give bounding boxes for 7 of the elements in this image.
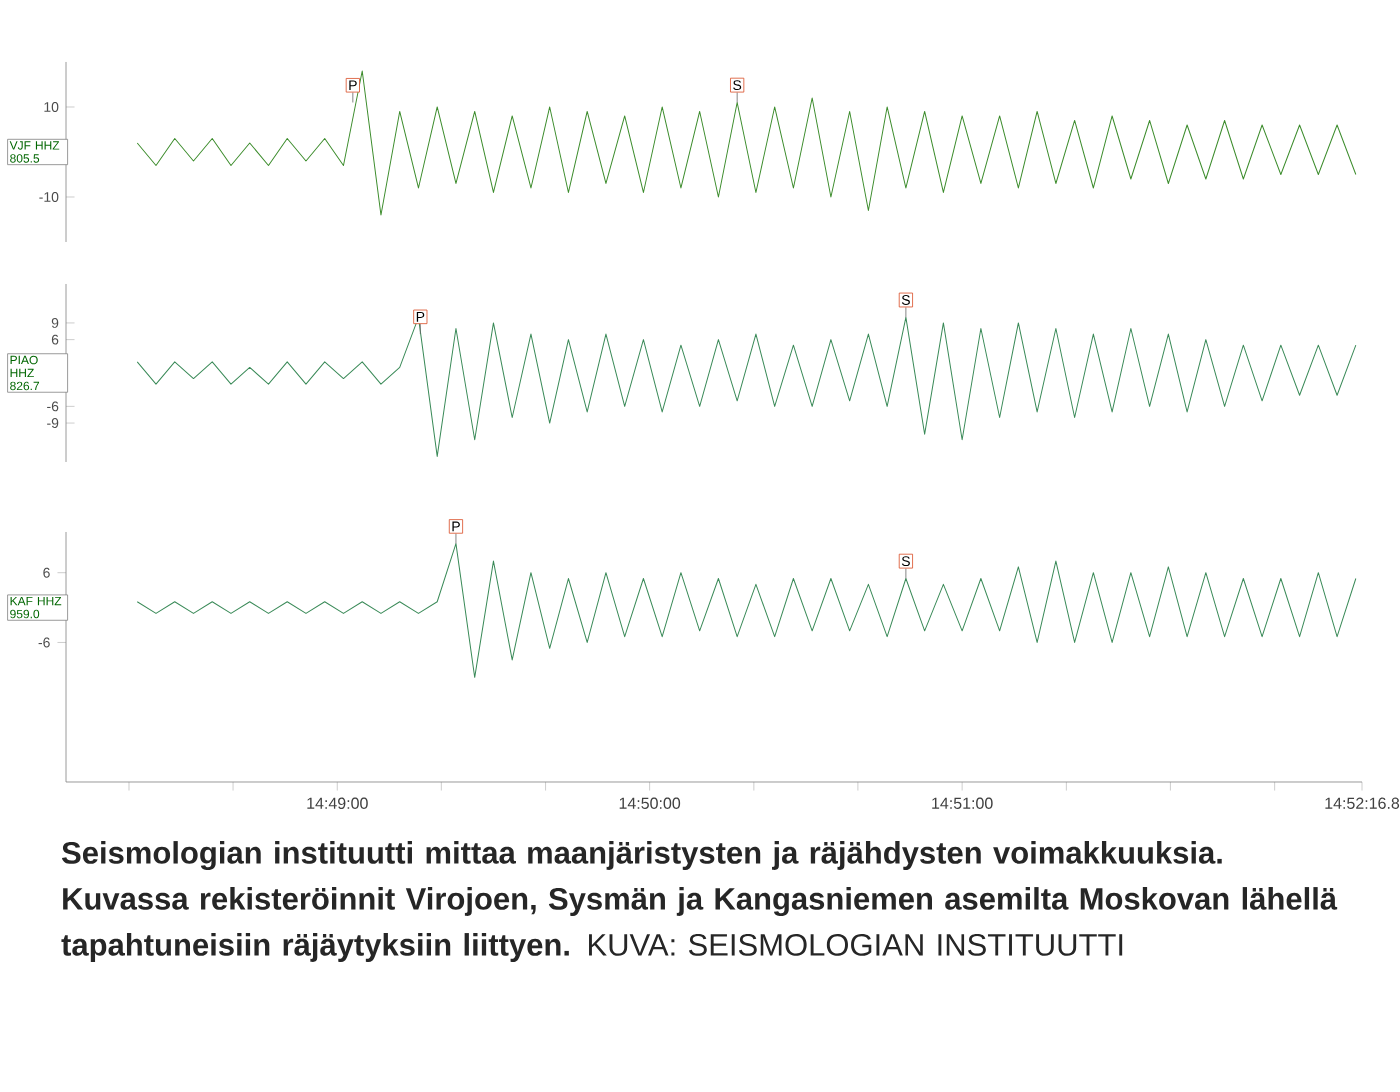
text: Seismologian instituutti mittaa maanjäristysten ja räjähdysten voimakkuuksia. Kuvassa rekisteröinnit Virojoen, Sysmän ja Kangasniemen asemilta Moskovan lähellä tapahtuneisiin räjäytyksiin liittyen. KUVA: SEISMOLOGIAN INSTITUUTTI (61, 841, 1338, 962)
line-series (136, 70, 1357, 216)
line-series (136, 543, 1357, 678)
x-tick-label: 14:51:00 (932, 797, 993, 809)
x-tick-label: 14:50:00 (619, 797, 681, 809)
x-tick-label: 14:49:00 (307, 797, 368, 809)
x-tick-label: 14:52:16.8 (1325, 797, 1400, 809)
